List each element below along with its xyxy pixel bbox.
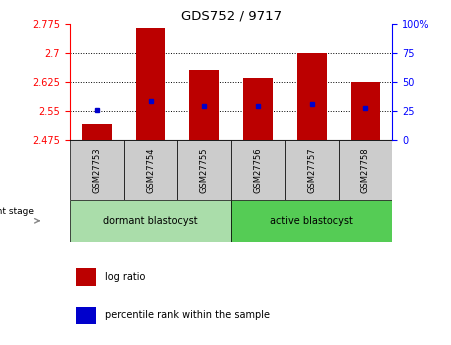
Bar — [76, 268, 96, 286]
Bar — [82, 124, 111, 140]
Text: log ratio: log ratio — [106, 272, 146, 282]
Text: GSM27753: GSM27753 — [92, 147, 101, 193]
Bar — [70, 140, 124, 200]
Text: GSM27758: GSM27758 — [361, 147, 370, 193]
Bar — [231, 200, 392, 242]
Text: active blastocyst: active blastocyst — [270, 216, 353, 226]
Bar — [351, 82, 380, 140]
Text: GSM27755: GSM27755 — [200, 147, 209, 193]
Text: percentile rank within the sample: percentile rank within the sample — [106, 310, 271, 321]
Bar — [339, 140, 392, 200]
Bar — [70, 200, 231, 242]
Bar — [136, 28, 166, 140]
Bar — [285, 140, 339, 200]
Bar — [243, 78, 273, 140]
Text: GSM27756: GSM27756 — [253, 147, 262, 193]
Text: development stage: development stage — [0, 207, 33, 216]
Bar — [189, 70, 219, 140]
Bar — [297, 53, 327, 140]
Bar — [124, 140, 177, 200]
Bar — [231, 140, 285, 200]
Bar — [177, 140, 231, 200]
Bar — [76, 307, 96, 324]
Text: GSM27757: GSM27757 — [307, 147, 316, 193]
Text: dormant blastocyst: dormant blastocyst — [103, 216, 198, 226]
Title: GDS752 / 9717: GDS752 / 9717 — [180, 10, 282, 23]
Text: GSM27754: GSM27754 — [146, 147, 155, 193]
